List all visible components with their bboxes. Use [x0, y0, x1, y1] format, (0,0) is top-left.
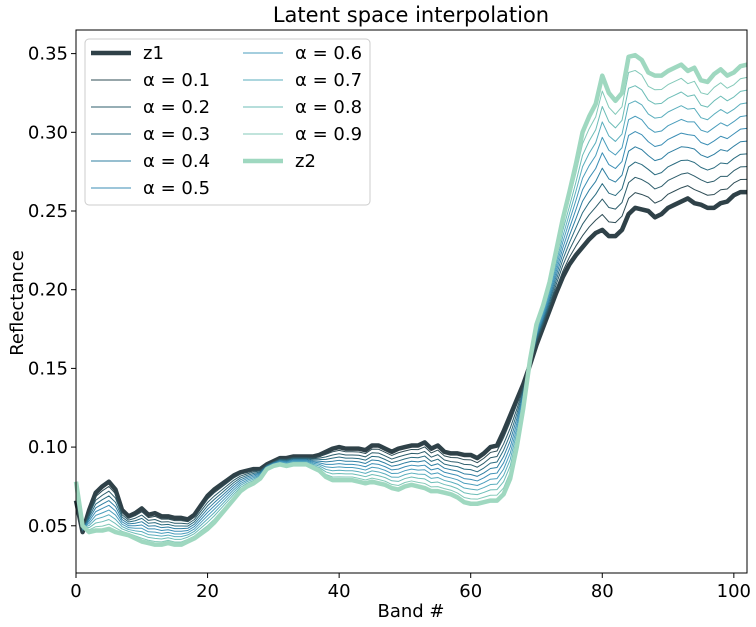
legend-label: α = 0.8: [295, 97, 362, 118]
y-tick-label: 0.10: [28, 437, 68, 458]
legend-box: [84, 38, 371, 206]
legend-label: α = 0.2: [143, 97, 210, 118]
series-line-7: [75, 100, 748, 538]
series-line-5: [75, 127, 748, 532]
x-tick-label: 0: [70, 581, 81, 602]
series-line-2: [75, 166, 748, 532]
y-tick-label: 0.25: [28, 201, 68, 222]
legend-label: α = 0.5: [143, 178, 210, 199]
series-line-1: [75, 178, 748, 532]
series-line-6: [75, 115, 748, 535]
series-line-10: [73, 52, 748, 547]
plot-frame: [75, 29, 748, 574]
x-tick-label: 40: [328, 581, 351, 602]
chart-title: Latent space interpolation: [273, 3, 549, 27]
legend-label: α = 0.3: [143, 124, 210, 145]
x-tick-label: 60: [459, 581, 482, 602]
x-axis-ticks: 0 20 40 60 80 100: [70, 573, 751, 602]
legend-label: α = 0.1: [143, 70, 210, 91]
series-lines: [73, 52, 748, 547]
y-axis-ticks: 0.05 0.10 0.15 0.20 0.25 0.30 0.35: [28, 44, 76, 537]
legend-label: z2: [295, 151, 316, 172]
series-line-0: [73, 189, 747, 535]
x-tick-label: 100: [717, 581, 751, 602]
y-axis-label: Reflectance: [7, 250, 28, 356]
legend-label: α = 0.4: [143, 151, 210, 172]
y-tick-label: 0.35: [28, 44, 68, 65]
x-tick-label: 20: [196, 581, 219, 602]
y-tick-label: 0.30: [28, 122, 68, 143]
series-line-8: [75, 85, 748, 540]
y-tick-label: 0.20: [28, 280, 68, 301]
y-tick-label: 0.15: [28, 358, 68, 379]
x-tick-label: 80: [591, 581, 614, 602]
legend: z1 α = 0.1 α = 0.2 α = 0.3 α = 0.4 α = 0.5 α =…: [84, 38, 371, 206]
legend-label: α = 0.6: [295, 43, 362, 64]
legend-label: α = 0.7: [295, 70, 362, 91]
series-line-4: [75, 140, 748, 531]
legend-label: z1: [143, 43, 164, 64]
y-tick-label: 0.05: [28, 516, 68, 537]
series-line-3: [75, 153, 748, 531]
x-axis-label: Band #: [377, 601, 444, 622]
legend-label: α = 0.9: [295, 124, 362, 145]
